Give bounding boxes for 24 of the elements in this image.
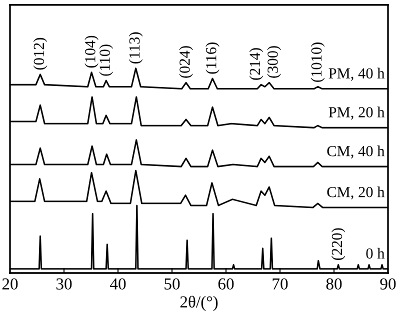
series-label: PM, 40 h <box>328 68 385 81</box>
annotation: (1010) <box>310 42 325 82</box>
annotation: (110) <box>99 44 114 76</box>
x-tick-label: 30 <box>56 278 72 290</box>
annotation: (214) <box>249 48 264 80</box>
series-label: 0 h <box>366 248 385 259</box>
x-axis-title: 2θ/(°) <box>180 296 218 311</box>
series-label: PM, 20 h <box>328 106 385 120</box>
annotation: (116) <box>206 42 220 74</box>
annotation: (104) <box>84 36 98 68</box>
x-tick-label: 60 <box>218 278 234 290</box>
series-label: CM, 20 h <box>327 186 385 200</box>
x-tick-label: 80 <box>326 278 342 290</box>
x-tick-label: 40 <box>110 278 126 290</box>
annotation: (220) <box>331 228 346 260</box>
annotation: (113) <box>128 32 143 64</box>
x-tick-label: 50 <box>164 278 180 290</box>
series-label: CM, 40 h <box>327 146 385 158</box>
annotation: (024) <box>179 46 193 78</box>
x-tick-label: 90 <box>380 278 396 290</box>
annotation: (300) <box>267 46 281 78</box>
annotation: (012) <box>33 38 48 70</box>
x-tick-label: 70 <box>272 278 288 290</box>
x-tick-label: 20 <box>2 278 18 290</box>
